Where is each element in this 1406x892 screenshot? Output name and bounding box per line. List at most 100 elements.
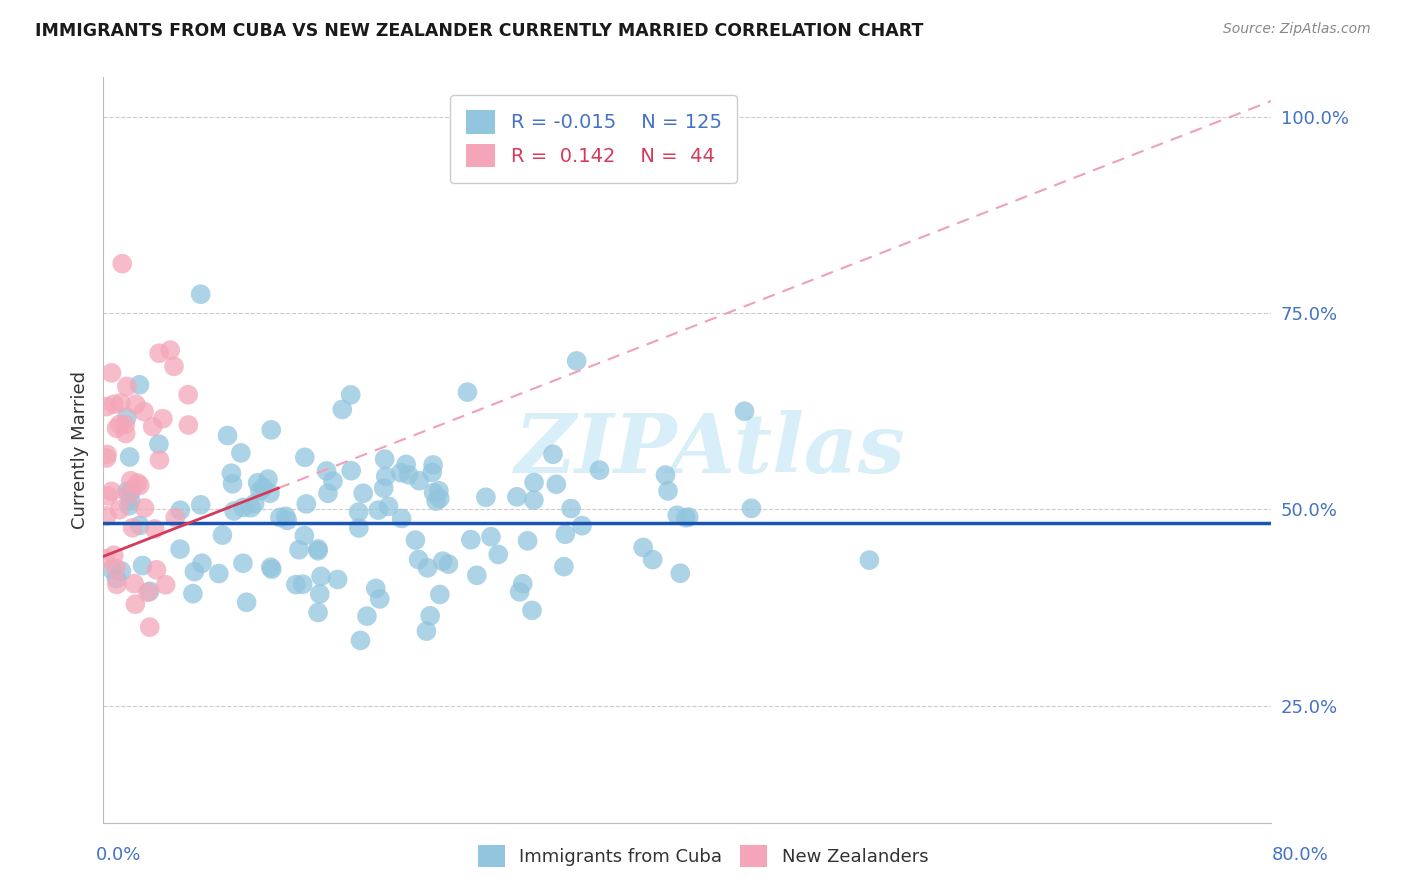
- Immigrants from Cuba: [131, 558, 153, 573]
- Immigrants from Cuba: [565, 354, 588, 368]
- Immigrants from Cuba: [395, 458, 418, 472]
- New Zealanders: [134, 500, 156, 515]
- Immigrants from Cuba: [352, 486, 374, 500]
- Immigrants from Cuba: [294, 450, 316, 465]
- New Zealanders: [114, 426, 136, 441]
- Immigrants from Cuba: [232, 500, 254, 515]
- Immigrants from Cuba: [138, 584, 160, 599]
- Immigrants from Cuba: [274, 509, 297, 524]
- Immigrants from Cuba: [243, 497, 266, 511]
- New Zealanders: [108, 417, 131, 432]
- Immigrants from Cuba: [288, 542, 311, 557]
- Immigrants from Cuba: [115, 484, 138, 499]
- New Zealanders: [159, 343, 181, 358]
- New Zealanders: [177, 388, 200, 402]
- Immigrants from Cuba: [349, 633, 371, 648]
- New Zealanders: [128, 478, 150, 492]
- Immigrants from Cuba: [416, 561, 439, 575]
- Immigrants from Cuba: [292, 528, 315, 542]
- New Zealanders: [104, 561, 127, 575]
- New Zealanders: [138, 620, 160, 634]
- Immigrants from Cuba: [252, 481, 274, 495]
- New Zealanders: [127, 475, 149, 490]
- Immigrants from Cuba: [408, 474, 430, 488]
- Immigrants from Cuba: [190, 498, 212, 512]
- Immigrants from Cuba: [669, 566, 692, 581]
- Immigrants from Cuba: [183, 565, 205, 579]
- New Zealanders: [114, 417, 136, 432]
- New Zealanders: [142, 419, 165, 434]
- New Zealanders: [148, 346, 170, 360]
- Immigrants from Cuba: [420, 466, 443, 480]
- Immigrants from Cuba: [506, 490, 529, 504]
- New Zealanders: [96, 508, 118, 523]
- Immigrants from Cuba: [389, 466, 412, 480]
- Immigrants from Cuba: [307, 543, 329, 558]
- Immigrants from Cuba: [364, 582, 387, 596]
- Immigrants from Cuba: [475, 490, 498, 504]
- Text: Source: ZipAtlas.com: Source: ZipAtlas.com: [1223, 22, 1371, 37]
- New Zealanders: [94, 551, 117, 566]
- Immigrants from Cuba: [588, 463, 610, 477]
- Immigrants from Cuba: [486, 548, 509, 562]
- Immigrants from Cuba: [257, 472, 280, 486]
- Immigrants from Cuba: [520, 603, 543, 617]
- Immigrants from Cuba: [509, 584, 531, 599]
- New Zealanders: [115, 379, 138, 393]
- New Zealanders: [152, 411, 174, 425]
- New Zealanders: [96, 447, 118, 461]
- Immigrants from Cuba: [232, 556, 254, 570]
- Immigrants from Cuba: [217, 428, 239, 442]
- Y-axis label: Currently Married: Currently Married: [72, 371, 89, 530]
- Immigrants from Cuba: [316, 486, 339, 500]
- New Zealanders: [177, 417, 200, 432]
- Immigrants from Cuba: [347, 505, 370, 519]
- New Zealanders: [96, 450, 118, 465]
- Immigrants from Cuba: [432, 554, 454, 568]
- Immigrants from Cuba: [858, 553, 880, 567]
- Immigrants from Cuba: [419, 608, 441, 623]
- Immigrants from Cuba: [654, 468, 676, 483]
- Immigrants from Cuba: [734, 404, 756, 418]
- Immigrants from Cuba: [269, 510, 291, 524]
- Immigrants from Cuba: [340, 464, 363, 478]
- Immigrants from Cuba: [427, 483, 450, 498]
- New Zealanders: [108, 503, 131, 517]
- Immigrants from Cuba: [425, 494, 447, 508]
- New Zealanders: [97, 489, 120, 503]
- Immigrants from Cuba: [437, 557, 460, 571]
- Immigrants from Cuba: [221, 476, 243, 491]
- Text: ZIPAtlas: ZIPAtlas: [515, 410, 905, 491]
- Immigrants from Cuba: [322, 474, 344, 488]
- Immigrants from Cuba: [516, 533, 538, 548]
- Immigrants from Cuba: [309, 569, 332, 583]
- Immigrants from Cuba: [422, 485, 444, 500]
- Immigrants from Cuba: [128, 518, 150, 533]
- Immigrants from Cuba: [429, 587, 451, 601]
- Immigrants from Cuba: [291, 577, 314, 591]
- Immigrants from Cuba: [429, 491, 451, 506]
- Text: 80.0%: 80.0%: [1272, 846, 1329, 863]
- Immigrants from Cuba: [422, 458, 444, 472]
- Immigrants from Cuba: [121, 483, 143, 498]
- Immigrants from Cuba: [377, 500, 399, 514]
- Immigrants from Cuba: [284, 577, 307, 591]
- Legend: Immigrants from Cuba, New Zealanders: Immigrants from Cuba, New Zealanders: [471, 838, 935, 874]
- Immigrants from Cuba: [641, 552, 664, 566]
- Immigrants from Cuba: [295, 497, 318, 511]
- Immigrants from Cuba: [326, 573, 349, 587]
- Immigrants from Cuba: [554, 527, 576, 541]
- Immigrants from Cuba: [128, 377, 150, 392]
- Immigrants from Cuba: [523, 493, 546, 508]
- Immigrants from Cuba: [657, 483, 679, 498]
- Immigrants from Cuba: [211, 528, 233, 542]
- Immigrants from Cuba: [169, 542, 191, 557]
- Immigrants from Cuba: [512, 576, 534, 591]
- Immigrants from Cuba: [740, 501, 762, 516]
- New Zealanders: [100, 484, 122, 499]
- New Zealanders: [96, 400, 118, 414]
- Immigrants from Cuba: [347, 521, 370, 535]
- Text: IMMIGRANTS FROM CUBA VS NEW ZEALANDER CURRENTLY MARRIED CORRELATION CHART: IMMIGRANTS FROM CUBA VS NEW ZEALANDER CU…: [35, 22, 924, 40]
- New Zealanders: [165, 510, 187, 524]
- Immigrants from Cuba: [404, 533, 426, 548]
